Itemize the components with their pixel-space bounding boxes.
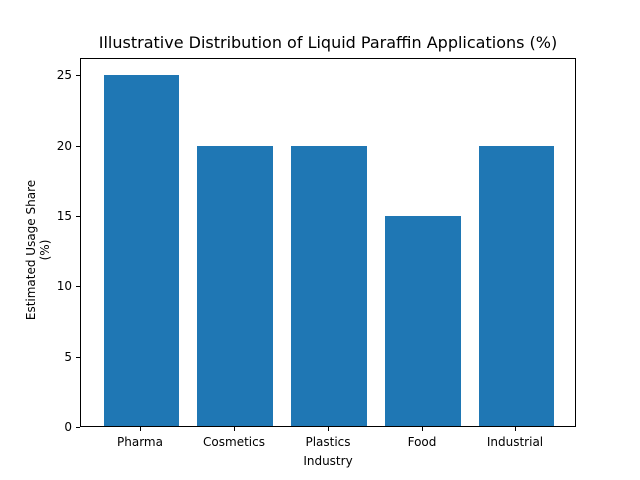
- x-tick-label: Cosmetics: [203, 435, 265, 449]
- y-tick: [76, 146, 80, 147]
- y-tick-label: 15: [56, 209, 72, 223]
- x-tick: [234, 427, 235, 431]
- y-tick-label: 0: [64, 420, 72, 434]
- x-tick: [422, 427, 423, 431]
- x-tick: [515, 427, 516, 431]
- bar-industrial: [479, 146, 554, 426]
- bar-pharma: [104, 75, 179, 426]
- y-tick: [76, 75, 80, 76]
- bar-plastics: [291, 146, 367, 426]
- y-tick-label: 20: [56, 139, 72, 153]
- y-tick-label: 5: [64, 350, 72, 364]
- x-tick: [328, 427, 329, 431]
- y-tick: [76, 216, 80, 217]
- chart-title: Illustrative Distribution of Liquid Para…: [98, 33, 558, 52]
- y-tick: [76, 357, 80, 358]
- x-tick-label: Pharma: [117, 435, 163, 449]
- y-tick-label: 10: [56, 279, 72, 293]
- x-tick-label: Plastics: [305, 435, 351, 449]
- y-tick: [76, 286, 80, 287]
- bar-food: [385, 216, 461, 426]
- x-tick: [140, 427, 141, 431]
- x-tick-label: Food: [407, 435, 437, 449]
- y-tick: [76, 427, 80, 428]
- y-axis-label: Estimated Usage Share (%): [24, 179, 52, 321]
- plot-area: [80, 58, 576, 427]
- y-tick-label: 25: [56, 68, 72, 82]
- x-axis-label: Industry: [303, 454, 353, 468]
- x-tick-label: Industrial: [486, 435, 544, 449]
- bar-cosmetics: [197, 146, 273, 426]
